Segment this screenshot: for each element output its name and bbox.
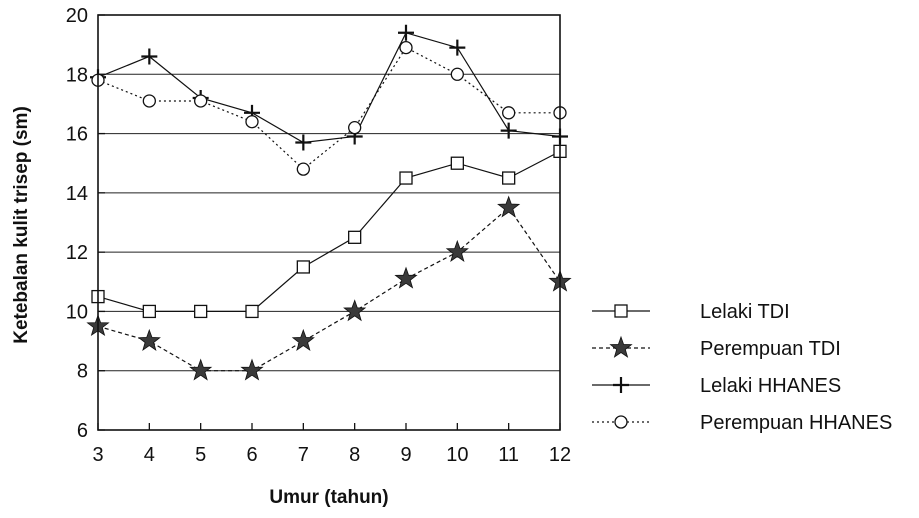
legend-marker [609,335,633,358]
y-tick-label: 20 [66,5,88,27]
data-point [449,39,466,56]
legend-label: Perempuan TDI [700,338,841,360]
data-point [394,266,418,289]
series-line [97,32,561,144]
data-point [348,120,362,135]
x-tick-label: 5 [195,444,206,466]
data-point [291,328,315,351]
data-point [502,106,516,120]
x-tick-label: 4 [144,444,155,466]
y-axis-title: Ketebalan kulit trisep (sm) [11,106,32,344]
data-point [343,299,367,322]
series-line [97,46,560,170]
data-point [500,122,517,139]
y-axis-ticks: 6 8 10 12 14 16 18 20 [66,5,105,442]
x-tick-label: 10 [446,444,468,466]
data-point [240,358,264,381]
data-point [189,358,213,381]
y-tick-label: 14 [66,183,88,205]
x-axis-ticks: 3 4 5 6 7 8 9 10 11 12 [92,423,571,466]
y-tick-label: 12 [66,242,88,264]
data-point [137,328,161,351]
data-point [142,304,156,319]
plot-frame [97,14,561,431]
legend-item: Perempuan TDI [592,335,841,360]
data-point [398,24,414,41]
y-tick-label: 16 [66,124,88,146]
series-1 [91,144,567,319]
data-point [450,67,464,81]
data-point [497,195,521,218]
data-point [445,239,469,262]
legend-label: Lelaki HHANES [700,375,841,397]
x-tick-label: 6 [246,444,257,466]
legend-label: Perempuan HHANES [700,412,892,434]
data-point [502,171,516,185]
legend-marker [614,304,628,318]
legend-item: Lelaki HHANES [592,375,841,397]
data-point [142,94,156,108]
legend-marker [614,415,628,429]
x-tick-label: 8 [349,444,360,466]
series-3 [90,24,568,151]
y-tick-label: 18 [66,64,88,86]
y-tick-label: 10 [66,301,88,323]
x-tick-label: 12 [549,444,571,466]
data-point [295,134,312,151]
data-point [399,40,413,55]
legend-marker [613,377,629,393]
x-axis-title: Umur (tahun) [269,487,388,508]
legend-item: Perempuan HHANES [592,412,892,434]
data-point [450,156,464,170]
legend-label: Lelaki TDI [700,301,790,323]
x-tick-label: 11 [498,444,519,466]
data-point [141,48,158,65]
series-4 [91,40,567,176]
data-point [194,94,208,108]
data-point [296,260,310,274]
series-line [97,150,561,312]
data-point [348,230,362,244]
data-point [399,171,413,185]
series-group [86,24,572,381]
data-point [245,304,259,319]
y-tick-label: 6 [77,420,88,442]
data-point [245,115,259,129]
y-tick-label: 8 [77,361,88,383]
data-point [194,304,208,319]
legend-item: Lelaki TDI [592,301,790,323]
x-tick-label: 7 [298,444,309,466]
data-point [296,162,310,176]
legend: Lelaki TDI Perempuan TDI Lelaki HHANES Pere… [592,301,892,434]
series-2 [86,195,572,381]
x-tick-label: 3 [92,444,103,466]
x-tick-label: 9 [400,444,411,466]
series-line [97,206,561,372]
